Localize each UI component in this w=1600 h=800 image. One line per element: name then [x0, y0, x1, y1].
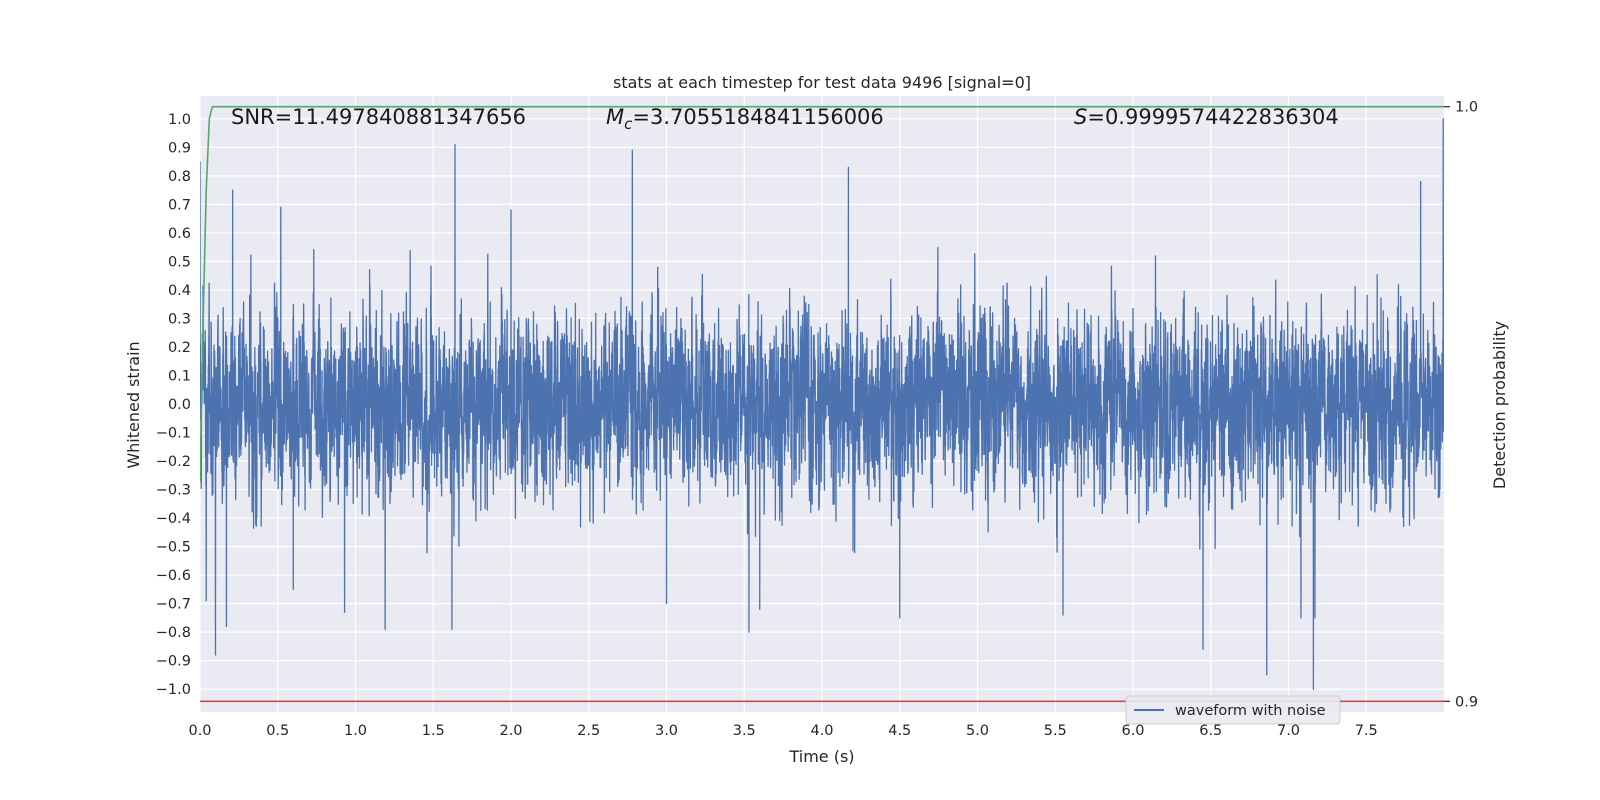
annotation-s-value: =0.9999574422836304 — [1087, 105, 1338, 129]
x-tick-label: 2.5 — [577, 723, 600, 739]
annotation-mc: Mc=3.7055184841156006 — [606, 105, 884, 133]
y-axis-label: Whitened strain — [124, 341, 143, 468]
y-tick-label: −0.9 — [156, 654, 191, 670]
x-tick-label: 5.0 — [966, 723, 989, 739]
y-tick-label: 0.5 — [168, 254, 191, 270]
y-tick-label: −1.0 — [156, 682, 191, 698]
y-tick-label: 0.3 — [168, 311, 191, 327]
series-line-waveform — [200, 118, 1444, 690]
y-tick-label: 0.8 — [168, 169, 191, 185]
x-tick-label: 4.0 — [810, 723, 833, 739]
y2-axis-ticks: 1.0 0.9 — [1444, 100, 1478, 710]
legend: waveform with noise — [1125, 695, 1341, 725]
annotation-mc-subscript: c — [624, 115, 633, 133]
y-tick-label: 0.9 — [168, 140, 191, 156]
x-tick-label: 3.0 — [655, 723, 678, 739]
y-tick-label: 0.1 — [168, 368, 191, 384]
y-tick-label: 0.6 — [168, 226, 191, 242]
y-tick-label: −0.6 — [156, 568, 191, 584]
annotation-s: S=0.9999574422836304 — [1074, 105, 1339, 129]
x-tick-label: 1.0 — [344, 723, 367, 739]
y-tick-label: −0.5 — [156, 540, 191, 556]
y-tick-label: −0.7 — [156, 597, 191, 613]
y-tick-label: −0.8 — [156, 625, 191, 641]
x-tick-label: 6.0 — [1121, 723, 1144, 739]
annotation-s-symbol: S — [1074, 105, 1087, 129]
y-tick-label: 0.2 — [168, 340, 191, 356]
y2-tick-label: 1.0 — [1455, 100, 1478, 116]
chart-title: stats at each timestep for test data 949… — [613, 73, 1031, 92]
x-tick-label: 7.5 — [1355, 723, 1378, 739]
y-tick-label: −0.4 — [156, 511, 191, 527]
y2-tick-label: 0.9 — [1455, 694, 1478, 710]
annotation-mc-value: =3.7055184841156006 — [632, 105, 883, 129]
x-tick-label: 1.5 — [422, 723, 445, 739]
x-axis-label: Time (s) — [788, 747, 854, 766]
y-tick-label: 0.0 — [168, 397, 191, 413]
x-tick-label: 3.5 — [733, 723, 756, 739]
x-tick-label: 0.5 — [266, 723, 289, 739]
x-axis-ticks: 0.0 0.5 1.0 1.5 2.0 2.5 3.0 3.5 4.0 4.5 5.0 5.5 6.0 6… — [188, 723, 1377, 739]
legend-box — [1125, 695, 1341, 725]
y-tick-label: 0.4 — [168, 283, 191, 299]
x-tick-label: 6.5 — [1199, 723, 1222, 739]
series-line-detection-probability — [200, 105, 1444, 482]
x-tick-label: 5.5 — [1044, 723, 1067, 739]
y-tick-label: −0.3 — [156, 483, 191, 499]
y2-axis-label: Detection probability — [1490, 321, 1509, 489]
y-tick-label: 0.7 — [168, 197, 191, 213]
x-tick-label: 0.0 — [188, 723, 211, 739]
x-tick-label: 7.0 — [1277, 723, 1300, 739]
legend-entry-waveform: waveform with noise — [1175, 703, 1326, 719]
y-tick-label: −0.2 — [156, 454, 191, 470]
x-tick-label: 4.5 — [888, 723, 911, 739]
y-tick-label: −0.1 — [156, 426, 191, 442]
y-axis-ticks: 1.0 0.9 0.8 0.7 0.6 0.5 0.4 0.3 0.2 0.1 0.0 −0.1 −0.… — [156, 112, 191, 698]
y-tick-label: 1.0 — [168, 112, 191, 128]
annotation-mc-symbol: M — [606, 105, 624, 129]
x-tick-label: 2.0 — [499, 723, 522, 739]
annotation-snr: SNR=11.497840881347656 — [231, 105, 526, 129]
